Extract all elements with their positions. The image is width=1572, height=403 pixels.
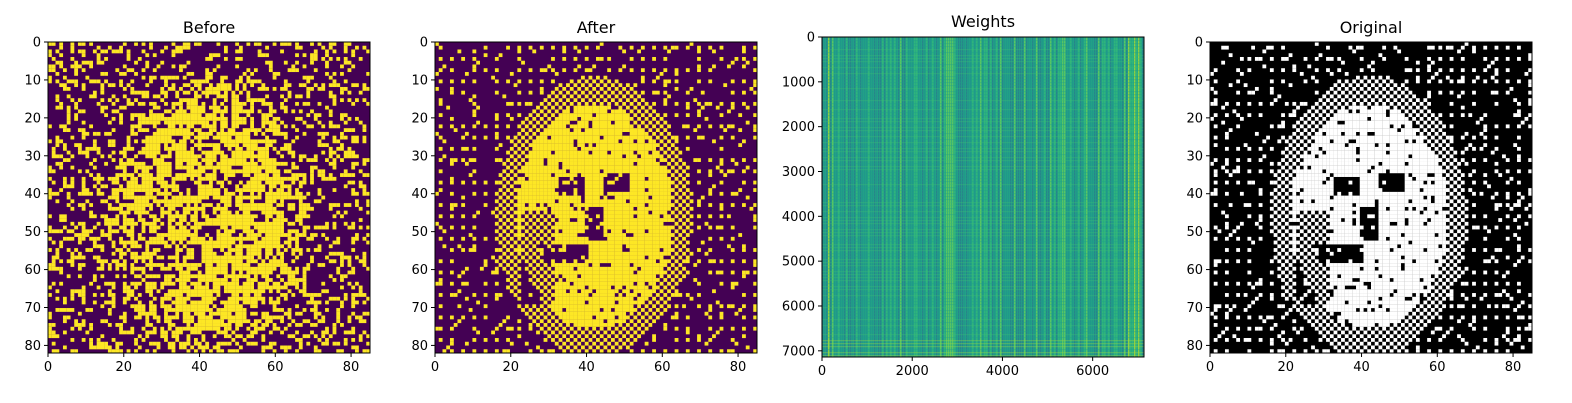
- y-tick-label: 10: [411, 73, 428, 88]
- y-tick-label: 6000: [782, 299, 815, 314]
- x-tick-label: 0: [1206, 360, 1214, 375]
- y-tick-label: 30: [24, 149, 41, 164]
- y-tick-label: 0: [420, 36, 428, 51]
- panel-title: Original: [1340, 18, 1403, 37]
- axes-frame: [1209, 41, 1533, 354]
- x-tick-label: 0: [44, 360, 52, 375]
- y-tick-label: 70: [1186, 301, 1203, 316]
- x-tick-label: 60: [1429, 360, 1446, 375]
- y-tick-label: 70: [411, 301, 428, 316]
- y-tick-label: 4000: [782, 210, 815, 225]
- panel-title: Before: [183, 18, 235, 37]
- heatmap-image: [1210, 42, 1533, 354]
- y-tick-label: 5000: [782, 255, 815, 270]
- x-tick-label: 60: [654, 360, 671, 375]
- y-tick-label: 0: [33, 36, 41, 51]
- y-tick-label: 20: [1186, 111, 1203, 126]
- x-tick-label: 40: [191, 360, 208, 375]
- heatmap-image: [822, 37, 1144, 357]
- panel-title: Weights: [951, 12, 1015, 31]
- y-tick-label: 30: [411, 149, 428, 164]
- x-tick-label: 2000: [896, 364, 929, 379]
- y-tick-label: 10: [24, 73, 41, 88]
- y-tick-label: 10: [1186, 73, 1203, 88]
- heatmap-image: [48, 42, 371, 354]
- x-tick-label: 4000: [986, 364, 1019, 379]
- y-tick-label: 60: [1186, 263, 1203, 278]
- y-tick-label: 80: [24, 339, 41, 354]
- y-tick-label: 1000: [782, 75, 815, 90]
- y-tick-label: 20: [24, 111, 41, 126]
- y-tick-label: 40: [411, 187, 428, 202]
- y-tick-label: 80: [411, 339, 428, 354]
- panel-weights: Weights 0 2000 4000 6000 0 1000 2000 3000 4000 500…: [782, 12, 1145, 379]
- heatmap-image: [435, 42, 758, 354]
- y-tick-label: 40: [24, 187, 41, 202]
- x-tick-label: 20: [1277, 360, 1294, 375]
- axes-frame: [821, 36, 1145, 358]
- y-tick-label: 40: [1186, 187, 1203, 202]
- x-tick-label: 80: [730, 360, 747, 375]
- y-tick-label: 30: [1186, 149, 1203, 164]
- x-tick-label: 40: [578, 360, 595, 375]
- x-tick-label: 60: [267, 360, 284, 375]
- x-tick-label: 6000: [1076, 364, 1109, 379]
- y-tick-label: 7000: [782, 344, 815, 359]
- y-tick-label: 80: [1186, 339, 1203, 354]
- x-tick-label: 0: [818, 364, 826, 379]
- panel-title: After: [577, 18, 616, 37]
- y-tick-label: 70: [24, 301, 41, 316]
- y-tick-label: 0: [807, 31, 815, 46]
- y-tick-label: 0: [1195, 36, 1203, 51]
- x-tick-label: 0: [431, 360, 439, 375]
- y-tick-label: 50: [24, 225, 41, 240]
- x-tick-label: 20: [115, 360, 132, 375]
- axes-frame: [47, 41, 371, 354]
- x-tick-label: 20: [502, 360, 519, 375]
- x-tick-label: 40: [1353, 360, 1370, 375]
- x-tick-label: 80: [1505, 360, 1522, 375]
- axes-frame: [434, 41, 758, 354]
- y-tick-label: 60: [24, 263, 41, 278]
- y-tick-label: 3000: [782, 165, 815, 180]
- y-tick-label: 20: [411, 111, 428, 126]
- y-tick-label: 2000: [782, 120, 815, 135]
- y-tick-label: 60: [411, 263, 428, 278]
- x-tick-label: 80: [343, 360, 360, 375]
- y-tick-label: 50: [411, 225, 428, 240]
- y-tick-label: 50: [1186, 225, 1203, 240]
